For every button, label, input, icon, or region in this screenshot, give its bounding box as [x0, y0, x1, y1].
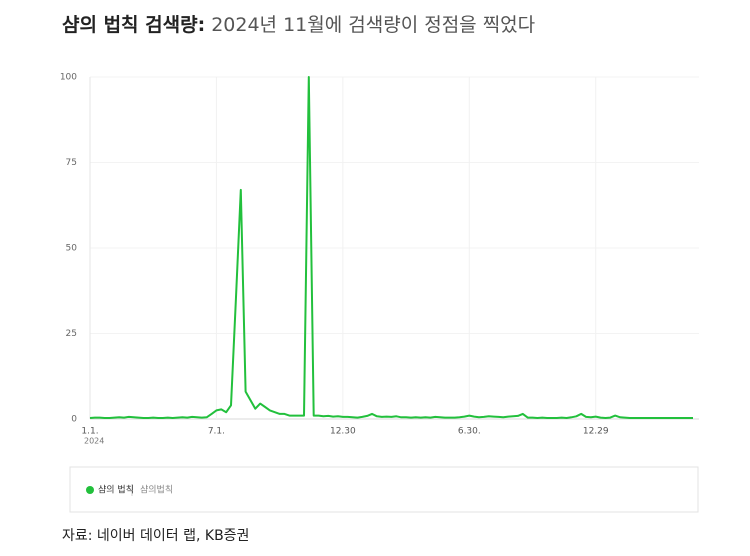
- legend-label: 샴의 법칙: [98, 485, 134, 496]
- legend-box: [69, 466, 699, 513]
- x-tick-label: 6.30.: [458, 427, 481, 437]
- x-tick-label: 1.1.: [81, 427, 98, 437]
- chart-title: 샴의 법칙 검색량:: [62, 14, 205, 36]
- x-sublabel: 2024: [84, 437, 104, 446]
- title-line: 샴의 법칙 검색량: 2024년 11월에 검색량이 정점을 찍었다: [62, 14, 535, 36]
- x-tick-label: 7.1.: [208, 427, 225, 437]
- chart-subtitle: 2024년 11월에 검색량이 정점을 찍었다: [211, 14, 535, 36]
- legend-keyword: 샴의법칙: [140, 485, 173, 496]
- data-line: [89, 76, 693, 419]
- y-tick-label: 75: [66, 158, 77, 168]
- y-tick-label: 50: [66, 244, 78, 254]
- source: 자료: 네이버 데이터 랩, KB증권: [62, 528, 249, 544]
- y-tick-label: 100: [60, 73, 77, 83]
- legend-marker: [86, 486, 94, 494]
- x-tick-label: 12.29: [583, 427, 609, 437]
- x-tick-label: 12.30: [330, 427, 356, 437]
- y-tick-label: 25: [66, 329, 77, 339]
- y-tick-label: 0: [71, 415, 77, 425]
